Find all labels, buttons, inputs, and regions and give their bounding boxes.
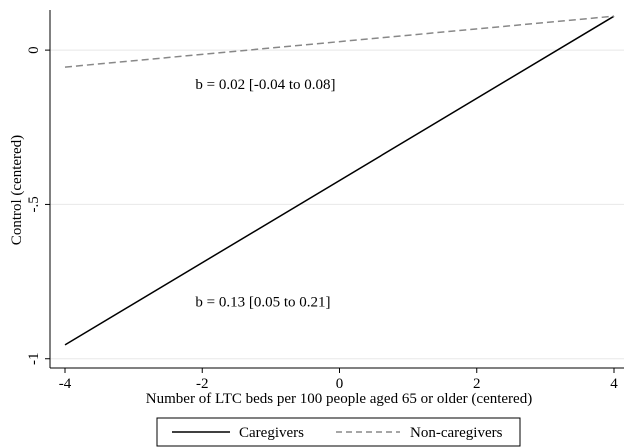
series-line-caregivers: [64, 15, 615, 346]
legend-label-non-caregivers: Non-caregivers: [410, 425, 503, 441]
annotation-label: b = 0.13 [0.05 to 0.21]: [195, 295, 330, 311]
x-tick-label: 4: [610, 376, 618, 392]
x-tick-label: -4: [59, 376, 72, 392]
x-axis-title: Number of LTC beds per 100 people aged 6…: [146, 391, 532, 407]
y-axis-title: Control (centered): [9, 135, 25, 245]
series: [64, 15, 615, 346]
x-tick-label: -2: [196, 376, 209, 392]
y-tick-label: -.5: [26, 196, 42, 212]
grid-lines: [50, 49, 624, 360]
x-tick-label: 0: [336, 376, 344, 392]
axes: 0 -.5 -1 -4 -2 0 2 4: [26, 10, 624, 392]
y-tick-label: -1: [26, 352, 42, 365]
annotations: b = 0.02 [-0.04 to 0.08] b = 0.13 [0.05 t…: [195, 77, 335, 311]
y-tick-label: 0: [26, 46, 42, 54]
series-line-non-caregivers: [64, 15, 615, 68]
x-tick-label: 2: [473, 376, 481, 392]
legend: Caregivers Non-caregivers: [156, 417, 521, 447]
annotation-label: b = 0.02 [-0.04 to 0.08]: [195, 77, 335, 93]
legend-label-caregivers: Caregivers: [239, 425, 304, 441]
